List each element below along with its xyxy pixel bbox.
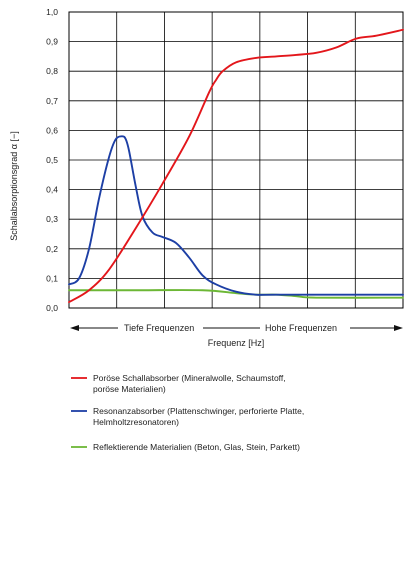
legend-label-line2: poröse Materialien) [93,384,166,394]
series-line-1 [68,28,404,304]
series-line-2 [68,135,404,296]
legend-label: Poröse Schallabsorber (Mineralwolle, Sch… [93,373,286,383]
y-tick-label: 0,5 [46,155,58,165]
legend-label: Reflektierende Materialien (Beton, Glas,… [93,442,300,452]
legend: Poröse Schallabsorber (Mineralwolle, Sch… [71,373,304,452]
y-tick-label: 0,8 [46,66,58,76]
region-high-label: Hohe Frequenzen [265,323,337,333]
y-tick-label: 0,7 [46,96,58,106]
x-region-annotations: Tiefe Frequenzen Hohe Frequenzen [70,323,403,333]
arrow-left-head [70,325,79,331]
x-axis-label: Frequenz [Hz] [208,338,265,348]
region-low-label: Tiefe Frequenzen [124,323,194,333]
y-tick-label: 0,4 [46,185,58,195]
plot-frame [68,11,404,309]
legend-label-line2: Helmholtzresonatoren) [93,417,179,427]
y-tick-label: 0,3 [46,214,58,224]
legend-label: Resonanzabsorber (Plattenschwinger, perf… [93,406,304,416]
y-tick-label: 1,0 [46,7,58,17]
plot-area [68,11,404,309]
y-tick-labels: 0,0 0,1 0,2 0,3 0,4 0,5 0,6 0,7 0,8 0,9 1,0 [46,7,58,313]
y-tick-label: 0,1 [46,273,58,283]
arrow-right-head [394,325,403,331]
y-tick-label: 0,6 [46,125,58,135]
y-tick-label: 0,2 [46,244,58,254]
y-axis-label: Schallabsorptionsgrad α [−] [9,131,19,241]
y-tick-label: 0,0 [46,303,58,313]
y-tick-label: 0,9 [46,37,58,47]
